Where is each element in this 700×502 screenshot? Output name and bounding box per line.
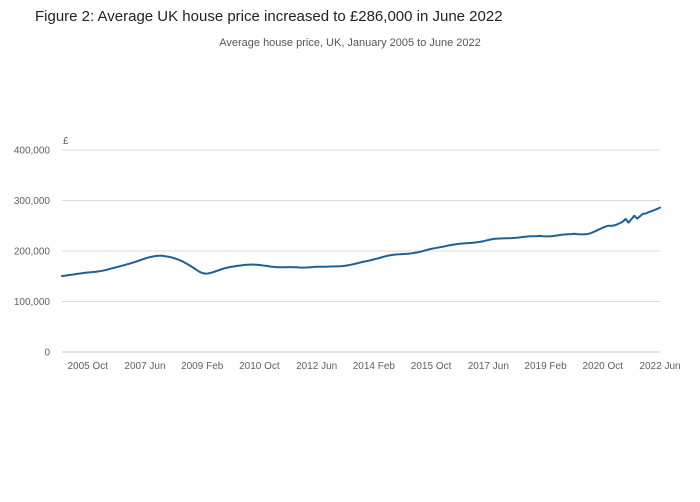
x-tick-label: 2020 Oct: [582, 361, 623, 372]
y-tick-label: 100,000: [14, 297, 51, 308]
figure-subtitle: Average house price, UK, January 2005 to…: [219, 37, 481, 49]
x-tick-label: 2007 Jun: [124, 361, 165, 372]
x-tick-label: 2005 Oct: [67, 361, 108, 372]
x-tick-label: 2014 Feb: [353, 361, 396, 372]
figure-title: Figure 2: Average UK house price increas…: [35, 8, 503, 25]
x-tick-label: 2022 Jun: [639, 361, 680, 372]
y-tick-label: 300,000: [14, 196, 51, 207]
x-tick-label: 2009 Feb: [181, 361, 224, 372]
x-tick-label: 2015 Oct: [411, 361, 452, 372]
x-tick-label: 2019 Feb: [524, 361, 567, 372]
y-tick-label: 0: [44, 348, 50, 359]
y-axis-unit-label: £: [63, 136, 69, 147]
y-tick-label: 400,000: [14, 146, 51, 157]
x-tick-label: 2017 Jun: [468, 361, 509, 372]
x-tick-label: 2010 Oct: [239, 361, 280, 372]
y-tick-label: 200,000: [14, 247, 51, 258]
x-tick-label: 2012 Jun: [296, 361, 337, 372]
price-line: [61, 206, 661, 277]
